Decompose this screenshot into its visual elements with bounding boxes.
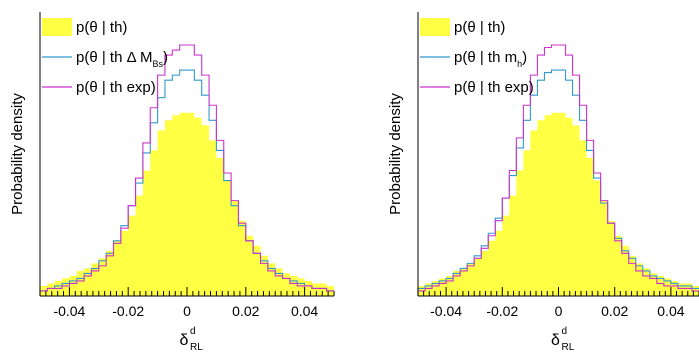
histogram-prior (40, 112, 334, 297)
histogram-series-3 (39, 44, 334, 296)
x-tick-label: 0.02 (601, 303, 628, 319)
x-axis-label-subscript: RL (190, 342, 203, 353)
x-tick-label: 0.04 (291, 303, 318, 319)
legend-entry-text: p(θ | th exp) (76, 79, 156, 96)
x-axis-label-subscript: RL (562, 342, 575, 353)
legend-entry-3: p(θ | th exp) (76, 79, 156, 96)
histogram-prior (418, 112, 699, 297)
x-tick-label: 0.04 (657, 303, 684, 319)
x-tick-label: 0 (183, 303, 191, 319)
x-tick-label: 0 (555, 303, 563, 319)
plot-panel-2: -0.04 -0.02 0 0.02 0.04 δd RL Probability densi… (387, 12, 699, 353)
legend: p(θ | th) p(θ | th Δ MBs) p(θ | th exp) (42, 18, 168, 96)
legend-entry-text: p(θ | th exp) (454, 79, 534, 96)
x-axis-label-symbol: δ (180, 332, 189, 349)
legend-entry-text: p(θ | th Δ M (76, 49, 152, 66)
legend: p(θ | th) p(θ | th mh) p(θ | th exp) (420, 18, 534, 96)
legend-entry-subscript: Bs (152, 59, 163, 69)
x-tick-label: 0.02 (232, 303, 259, 319)
legend-entry-text: p(θ | th) (454, 19, 505, 36)
legend-entry-1: p(θ | th) (76, 19, 127, 36)
histogram-series-2 (417, 69, 699, 296)
x-tick-label: -0.04 (53, 303, 85, 319)
legend-entry-2: p(θ | th mh) (454, 49, 527, 69)
x-axis-label: δ (551, 332, 560, 349)
x-tick-label: -0.04 (430, 303, 462, 319)
x-axis-label-symbol: δ (551, 332, 560, 349)
legend-swatch-prior (42, 18, 72, 36)
legend-entry-subscript: h (517, 59, 522, 69)
x-tick-label: -0.02 (112, 303, 144, 319)
y-axis-label: Probability density (387, 93, 404, 215)
legend-entry-2: p(θ | th Δ MBs) (76, 49, 168, 69)
legend-swatch-prior (420, 18, 450, 36)
x-axis-label-superscript: d (562, 326, 568, 337)
legend-entry-tail: ) (163, 49, 168, 66)
legend-entry-3: p(θ | th exp) (454, 79, 534, 96)
histogram-series-3 (417, 44, 699, 296)
plot-panel-1: -0.04 -0.02 0 0.02 0.04 δd RL Probability densi… (9, 12, 335, 353)
legend-entry-text: p(θ | th) (76, 19, 127, 36)
legend-entry-tail: ) (522, 49, 527, 66)
x-axis-label: δ (180, 332, 189, 349)
x-tick-label: -0.02 (486, 303, 518, 319)
x-axis-label-superscript: d (190, 326, 196, 337)
legend-entry-text: p(θ | th m (454, 49, 517, 66)
histogram-series-2 (39, 69, 334, 296)
y-axis-label: Probability density (9, 93, 26, 215)
legend-entry-1: p(θ | th) (454, 19, 505, 36)
